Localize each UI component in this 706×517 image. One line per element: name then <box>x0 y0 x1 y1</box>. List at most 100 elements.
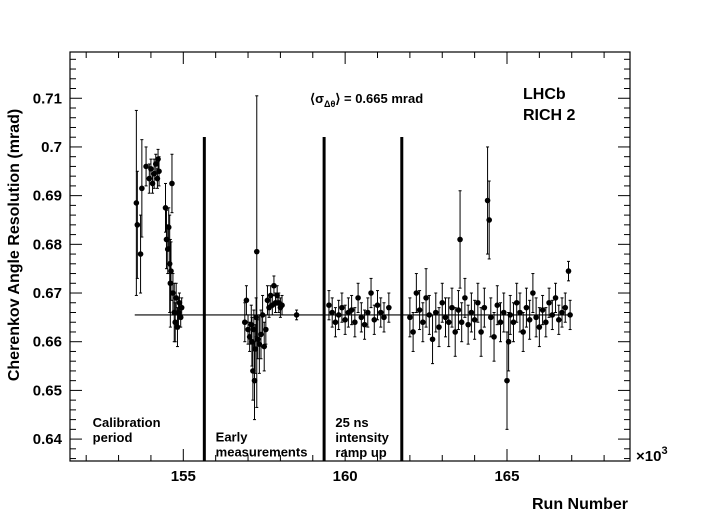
data-point <box>562 292 569 323</box>
data-point <box>348 294 355 326</box>
point-marker <box>465 321 471 328</box>
point-marker <box>162 205 169 211</box>
data-point <box>329 297 335 328</box>
point-marker <box>462 295 468 301</box>
data-point <box>523 287 530 328</box>
data-point <box>263 314 269 345</box>
data-point <box>416 290 423 331</box>
data-point <box>259 294 266 335</box>
point-marker <box>436 324 442 330</box>
data-point <box>148 158 154 180</box>
data-point <box>526 299 533 340</box>
period-label: Calibration <box>93 415 161 430</box>
point-marker <box>429 336 436 343</box>
data-point <box>497 302 504 343</box>
point-marker <box>332 319 339 326</box>
point-marker <box>539 307 546 313</box>
data-point <box>365 297 371 328</box>
experiment-label-rich2: RICH 2 <box>523 107 576 124</box>
y-tick-label: 0.68 <box>33 236 62 253</box>
period-dividers <box>202 137 404 461</box>
data-point <box>462 277 468 318</box>
point-marker <box>445 319 452 326</box>
period-label: ramp up <box>335 445 386 460</box>
data-point <box>491 311 497 362</box>
data-point <box>488 297 494 338</box>
data-point <box>457 190 463 289</box>
y-tick-label: 0.71 <box>33 90 62 107</box>
data-point <box>342 304 348 335</box>
point-marker <box>371 316 378 323</box>
plot-frame <box>69 51 631 462</box>
point-marker <box>243 297 250 304</box>
data-point <box>167 238 174 328</box>
data-point <box>332 307 339 338</box>
data-point <box>339 292 345 323</box>
point-marker <box>169 180 175 187</box>
data-point <box>458 302 465 343</box>
point-marker <box>458 319 465 326</box>
data-point <box>156 156 162 187</box>
point-marker <box>167 280 174 287</box>
data-point <box>468 292 475 333</box>
point-marker <box>279 302 285 308</box>
point-marker <box>449 304 455 311</box>
data-point <box>517 292 523 333</box>
mean-resolution-label: ⟨σΔθ⟩ = 0.665 mrad <box>310 91 423 109</box>
y-tick-label: 0.66 <box>33 334 62 351</box>
point-marker <box>173 295 179 301</box>
point-marker <box>386 304 392 311</box>
point-marker <box>555 316 562 323</box>
point-marker <box>442 314 449 321</box>
y-tick-label: 0.69 <box>33 188 62 205</box>
data-point <box>293 309 300 321</box>
data-point <box>559 297 565 328</box>
point-marker <box>355 295 361 301</box>
point-marker <box>165 224 172 231</box>
point-marker <box>505 338 512 345</box>
point-marker <box>413 290 420 296</box>
point-marker <box>326 302 332 308</box>
mean-label-sub: Δθ <box>324 99 335 109</box>
data-point <box>520 311 526 352</box>
period-label: 25 ns <box>335 415 368 430</box>
data-point <box>478 307 484 357</box>
point-marker <box>455 307 462 313</box>
point-marker <box>261 343 268 350</box>
data-point <box>374 290 381 321</box>
point-marker <box>335 312 342 318</box>
x-axis-multiplier: ×103 <box>636 445 668 465</box>
data-point <box>279 294 285 316</box>
data-point <box>439 282 446 323</box>
data-point <box>361 309 368 340</box>
point-marker <box>166 261 173 267</box>
data-point <box>251 341 258 421</box>
point-marker <box>559 309 565 316</box>
point-marker <box>248 321 255 328</box>
y-tick-label: 0.64 <box>33 431 63 448</box>
data-point <box>420 302 426 343</box>
data-point <box>449 287 455 328</box>
point-marker <box>420 319 426 326</box>
point-marker <box>178 304 185 311</box>
point-marker <box>271 282 277 289</box>
data-point <box>355 282 361 313</box>
point-marker <box>439 299 446 306</box>
data-point <box>168 241 174 301</box>
point-marker <box>517 309 523 316</box>
point-marker <box>513 299 520 306</box>
point-marker <box>143 163 149 170</box>
data-point <box>271 275 277 296</box>
data-point <box>241 302 248 343</box>
point-marker <box>457 236 463 243</box>
point-marker <box>497 319 504 326</box>
data-point <box>423 268 429 328</box>
point-marker <box>148 166 154 172</box>
point-marker <box>253 314 259 321</box>
point-marker <box>164 246 171 252</box>
mean-label-prefix: ⟨σ <box>310 91 324 106</box>
y-tick-label: 0.67 <box>33 285 62 302</box>
point-marker <box>251 377 258 384</box>
